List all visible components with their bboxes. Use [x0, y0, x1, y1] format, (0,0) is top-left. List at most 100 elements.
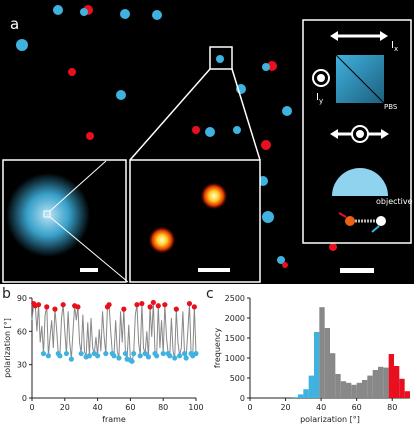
x-tick-label: 100 [188, 403, 203, 412]
marker [122, 350, 129, 357]
zoom-line [129, 68, 211, 161]
particle [282, 262, 288, 268]
marker [177, 353, 183, 359]
ix-label: Ix [391, 40, 398, 53]
marker [162, 302, 168, 308]
bar [394, 366, 400, 398]
x-tick-label: 40 [93, 403, 103, 412]
particle [53, 5, 63, 15]
y-tick-label: 1500 [225, 334, 245, 343]
bar [399, 378, 405, 398]
marker [121, 306, 127, 312]
marker [131, 350, 137, 357]
zoom-box [209, 46, 233, 70]
marker [181, 350, 188, 357]
marker [183, 355, 189, 361]
marker [40, 350, 47, 357]
marker [35, 302, 42, 308]
y-tick-label: 60 [17, 327, 27, 336]
arrow-blue [371, 225, 380, 233]
y-tick-label: 0 [22, 394, 27, 403]
x-tick-label: 0 [29, 403, 34, 412]
marker [191, 304, 197, 310]
particle [116, 90, 126, 100]
marker [63, 350, 70, 357]
zoom-line [49, 160, 107, 212]
y-axis-label: polarization [°] [3, 318, 12, 378]
marker [167, 353, 173, 359]
marker [44, 304, 50, 310]
bar [324, 328, 330, 398]
zoom-line [231, 68, 261, 161]
marker [154, 353, 160, 359]
ix-main: I [391, 40, 394, 51]
objective-lens [332, 168, 388, 196]
particle [152, 10, 162, 20]
marker [173, 306, 179, 312]
localization-cloud [6, 173, 90, 257]
arrow-red [338, 212, 347, 218]
circle-y [312, 69, 330, 87]
y-axis-label: frequency [213, 328, 222, 368]
marker [111, 353, 117, 359]
marker [150, 299, 156, 306]
marker [155, 303, 161, 309]
bar [362, 380, 368, 398]
x-tick-label: 80 [387, 403, 397, 412]
marker [172, 355, 178, 361]
y-tick-label: 500 [230, 374, 245, 383]
bar [346, 382, 352, 398]
panel-a: a Ix Iy PBS objecti [0, 0, 414, 284]
x-tick-label: 20 [60, 403, 70, 412]
scale-bar [80, 268, 98, 272]
particle [277, 256, 285, 264]
panel-label: a [10, 15, 19, 33]
x-axis-label: polarization [°] [300, 415, 360, 424]
x-tick-label: 20 [280, 403, 290, 412]
marker [137, 353, 143, 359]
marker [139, 300, 145, 307]
iy-main: I [316, 92, 319, 103]
zoom-line [49, 216, 129, 283]
y-tick-label: 2000 [225, 314, 245, 323]
particle-red [345, 216, 355, 226]
particle [86, 132, 94, 140]
x-tick-label: 60 [125, 403, 135, 412]
scale-bar [198, 268, 230, 272]
particle [80, 8, 88, 16]
marker [103, 350, 109, 357]
marker [52, 306, 58, 312]
particle [261, 140, 271, 150]
marker [142, 350, 148, 357]
bar [292, 397, 298, 398]
marker [147, 304, 153, 310]
particle [233, 126, 241, 134]
ix-sub: x [394, 45, 398, 53]
emission-spot [200, 182, 228, 210]
particle [282, 106, 292, 116]
y-tick-label: 1000 [225, 354, 245, 363]
marker [106, 302, 112, 308]
bar [340, 381, 346, 398]
particle-white [376, 216, 386, 226]
bar [298, 394, 304, 398]
bar [383, 367, 389, 398]
panel-label: b [2, 286, 11, 302]
marker [145, 354, 152, 360]
particle [192, 126, 200, 134]
bar [404, 391, 410, 398]
marker [193, 350, 199, 357]
objective-label: objective [376, 197, 413, 206]
marker [186, 300, 193, 307]
bar [335, 374, 341, 398]
inset-raw [129, 159, 261, 283]
dot-xy [356, 130, 364, 138]
bar [351, 384, 357, 398]
marker [86, 353, 92, 359]
zoom-box-small [43, 210, 51, 218]
bar [314, 332, 320, 398]
particle [68, 68, 76, 76]
marker [45, 353, 52, 359]
iy-sub: y [319, 97, 323, 105]
x-tick-label: 0 [247, 403, 252, 412]
